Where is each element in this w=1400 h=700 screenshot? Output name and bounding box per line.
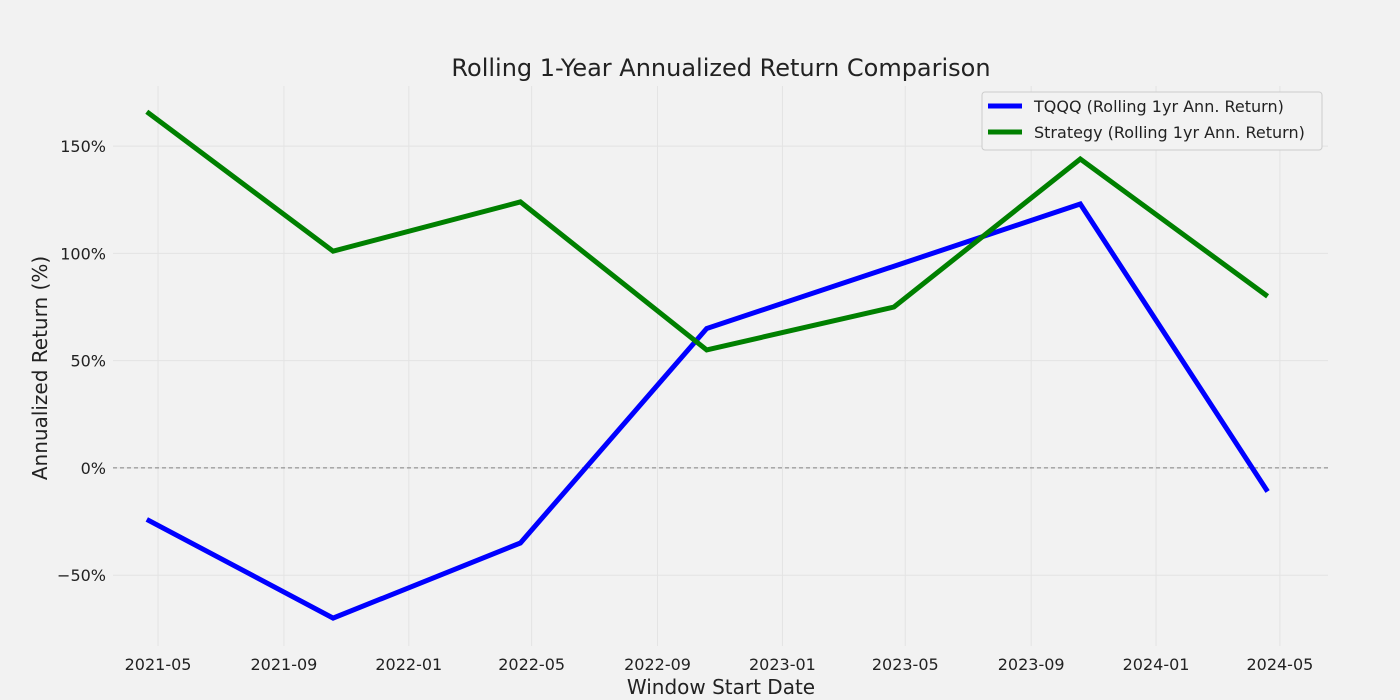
series-lines bbox=[145, 109, 1270, 621]
x-tick-label: 2023-09 bbox=[998, 655, 1065, 674]
series-line-strategy bbox=[145, 109, 1270, 353]
y-tick-label: 50% bbox=[70, 352, 106, 371]
chart-title: Rolling 1-Year Annualized Return Compari… bbox=[451, 54, 990, 82]
x-tick-label: 2022-05 bbox=[498, 655, 565, 674]
x-tick-label: 2023-05 bbox=[872, 655, 939, 674]
y-tick-label: −50% bbox=[57, 566, 106, 585]
grid-lines bbox=[113, 86, 1328, 646]
x-tick-label: 2023-01 bbox=[749, 655, 816, 674]
x-tick-label: 2022-01 bbox=[375, 655, 442, 674]
x-tick-label: 2022-09 bbox=[624, 655, 691, 674]
series-line-tqqq bbox=[145, 201, 1270, 621]
y-tick-label: 150% bbox=[60, 137, 106, 156]
legend-label-strategy: Strategy (Rolling 1yr Ann. Return) bbox=[1034, 123, 1305, 142]
x-tick-label: 2021-05 bbox=[125, 655, 192, 674]
tick-labels: 2021-05 2021-09 2022-01 2022-05 2022-09 2023-… bbox=[57, 137, 1313, 674]
x-tick-label: 2024-01 bbox=[1123, 655, 1190, 674]
y-tick-label: 0% bbox=[81, 459, 106, 478]
x-tick-label: 2024-05 bbox=[1246, 655, 1313, 674]
legend-box bbox=[981, 91, 1323, 151]
x-tick-label: 2021-09 bbox=[251, 655, 318, 674]
legend: TQQQ (Rolling 1yr Ann. Return) Strategy … bbox=[981, 91, 1323, 151]
x-axis-label: Window Start Date bbox=[627, 675, 815, 699]
y-tick-label: 100% bbox=[60, 244, 106, 263]
legend-label-tqqq: TQQQ (Rolling 1yr Ann. Return) bbox=[1033, 97, 1284, 116]
y-axis-label: Annualized Return (%) bbox=[28, 256, 52, 480]
